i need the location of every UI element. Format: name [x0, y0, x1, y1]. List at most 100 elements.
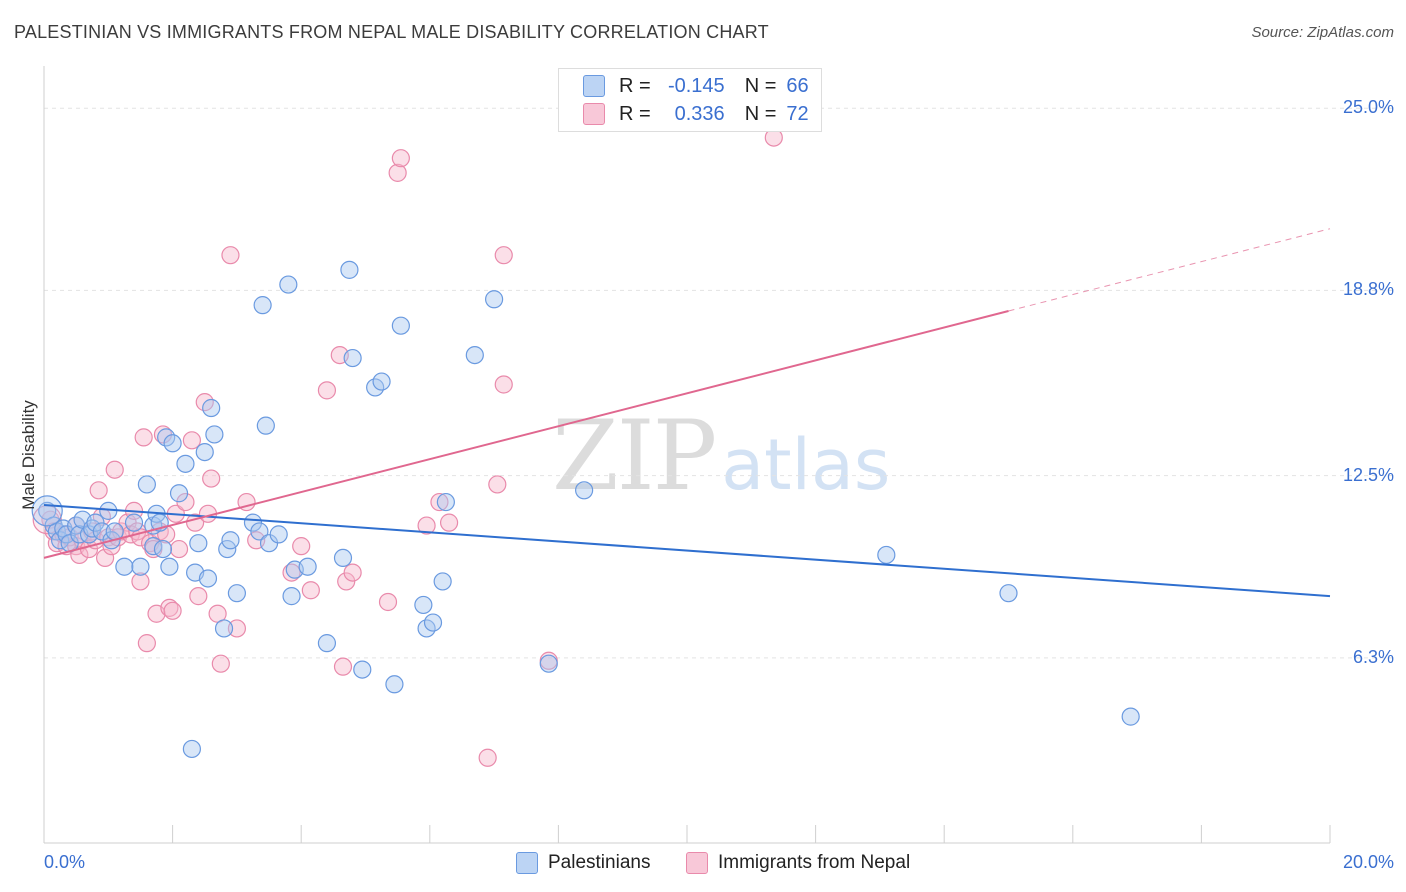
palestinians-point — [124, 513, 144, 532]
x-tick-label-max: 20.0% — [1342, 852, 1394, 872]
zipatlas-watermark: ZIPatlas — [552, 400, 890, 512]
legend-n-label: N = — [744, 74, 777, 97]
palestinians-point — [182, 739, 201, 759]
palestinians-point — [317, 634, 337, 653]
nepal-point — [227, 619, 246, 638]
axes — [43, 66, 1331, 844]
legend-label-nepal: Immigrants from Nepal — [718, 852, 911, 873]
legend-r-value: -0.145 — [667, 74, 725, 97]
nepal-point — [182, 431, 201, 450]
palestinians-point — [221, 531, 240, 550]
y-tick-label: 12.5% — [1342, 464, 1394, 485]
series-immigrants-from-nepal — [32, 128, 783, 767]
nepal-point — [439, 513, 459, 532]
nepal-point — [488, 475, 507, 494]
nepal-point — [282, 563, 301, 582]
nepal-point — [131, 572, 150, 591]
nepal-trend-extension — [1008, 228, 1331, 312]
palestinians-point — [575, 481, 594, 500]
legend-row-nepal: R = 0.336 N = 72 — [583, 101, 809, 127]
legend-swatch-pink — [583, 103, 605, 125]
palestinians-point — [1121, 707, 1140, 726]
x-tick-label-min: 0.0% — [44, 852, 86, 872]
nepal-point — [494, 375, 513, 394]
y-axis-label: Male Disability — [19, 400, 38, 510]
nepal-point — [301, 581, 320, 600]
legend-item-palestinians[interactable]: Palestinians — [516, 852, 650, 874]
palestinians-point — [340, 260, 359, 279]
palestinians-point — [343, 348, 362, 368]
palestinians-point — [436, 492, 455, 512]
nepal-point — [89, 481, 108, 500]
palestinians-point — [353, 660, 372, 679]
palestinians-point — [137, 475, 156, 494]
nepal-point — [95, 548, 115, 568]
nepal-point — [169, 539, 189, 559]
legend-n-value: 72 — [786, 102, 809, 125]
nepal-point — [494, 246, 513, 265]
palestinians-point — [298, 557, 317, 576]
palestinians-trend-line — [43, 503, 1331, 598]
legend-swatch-blue — [583, 75, 605, 97]
nepal-point — [134, 428, 153, 447]
palestinians-point — [169, 484, 189, 503]
palestinians-point — [131, 557, 150, 576]
palestinians-point — [333, 548, 353, 568]
legend-row-palestinians: R = -0.145 N = 66 — [583, 73, 809, 99]
palestinians-point — [414, 595, 433, 615]
palestinians-point — [189, 534, 208, 553]
palestinians-point — [465, 345, 484, 365]
palestinians-point — [433, 572, 452, 591]
legend-n-value: 66 — [786, 74, 809, 97]
nepal-point — [202, 469, 221, 488]
y-tick-label: 25.0% — [1342, 97, 1394, 118]
palestinians-point — [198, 569, 218, 588]
palestinians-point — [195, 442, 214, 462]
palestinians-point — [214, 619, 234, 638]
palestinians-point — [256, 416, 275, 435]
nepal-point — [417, 516, 436, 535]
palestinians-point — [153, 539, 173, 559]
nepal-point — [211, 654, 230, 673]
nepal-point — [430, 492, 449, 512]
palestinians-point — [202, 398, 221, 418]
nepal-point — [391, 149, 410, 168]
nepal-point — [105, 460, 124, 479]
palestinians-point — [372, 372, 391, 391]
palestinians-large-point — [31, 495, 63, 527]
palestinians-point — [423, 613, 443, 632]
series-legend: Palestinians Immigrants from Nepal — [0, 852, 1406, 878]
palestinians-point — [253, 296, 272, 315]
palestinians-point — [176, 454, 195, 473]
palestinians-point — [485, 290, 504, 309]
gridlines — [44, 107, 1392, 659]
stats-legend: R = -0.145 N = 66 R = 0.336 N = 72 — [558, 68, 822, 132]
nepal-point — [333, 657, 353, 676]
nepal-point — [292, 537, 311, 556]
nepal-point — [378, 592, 398, 612]
y-tick-label: 6.3% — [1352, 646, 1394, 667]
nepal-point — [478, 748, 497, 767]
nepal-point — [189, 587, 208, 606]
palestinians-point — [385, 675, 404, 694]
nepal-point — [160, 598, 179, 617]
palestinians-point — [115, 557, 134, 576]
legend-n-label: N = — [744, 102, 777, 125]
legend-r-label: R = — [619, 74, 651, 97]
nepal-point — [221, 246, 240, 265]
watermark-zip: ZIP — [552, 400, 717, 512]
nepal-point — [163, 601, 182, 620]
palestinians-point — [227, 584, 246, 603]
nepal-trend-line — [43, 310, 1009, 559]
nepal-point — [317, 381, 337, 400]
legend-item-nepal[interactable]: Immigrants from Nepal — [686, 852, 910, 874]
series-palestinians — [31, 260, 1140, 759]
y-tick-label: 18.8% — [1342, 279, 1394, 300]
trend-lines — [43, 228, 1331, 598]
source-credit: Source: ZipAtlas.com — [1251, 24, 1394, 41]
palestinians-point — [160, 557, 179, 576]
nepal-point — [137, 634, 156, 653]
chart-title: PALESTINIAN VS IMMIGRANTS FROM NEPAL MAL… — [14, 22, 769, 42]
legend-label-palestinians: Palestinians — [548, 852, 651, 873]
